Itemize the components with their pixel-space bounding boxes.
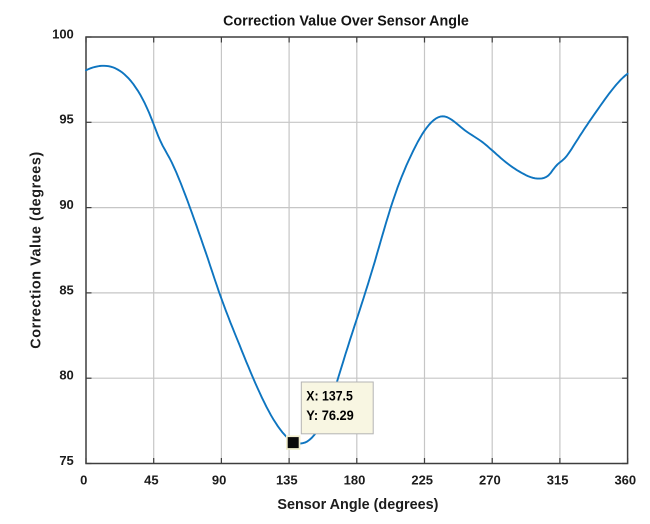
svg-text:X: 137.5: X: 137.5	[306, 388, 353, 404]
svg-text:95: 95	[59, 112, 73, 127]
svg-text:360: 360	[614, 473, 636, 488]
svg-text:180: 180	[344, 473, 366, 488]
svg-text:Y: 76.29: Y: 76.29	[306, 407, 354, 423]
svg-text:85: 85	[59, 282, 73, 297]
svg-text:80: 80	[59, 368, 73, 383]
svg-text:Correction Value (degrees): Correction Value (degrees)	[28, 151, 44, 348]
svg-text:90: 90	[212, 473, 226, 488]
svg-text:135: 135	[276, 473, 298, 488]
svg-text:100: 100	[52, 26, 74, 41]
svg-text:90: 90	[59, 197, 73, 212]
svg-text:45: 45	[144, 473, 158, 488]
svg-text:75: 75	[59, 453, 73, 468]
svg-text:315: 315	[547, 473, 569, 488]
svg-text:225: 225	[411, 473, 433, 488]
svg-text:0: 0	[80, 473, 87, 488]
svg-text:270: 270	[479, 473, 501, 488]
svg-text:Correction Value Over Sensor A: Correction Value Over Sensor Angle	[223, 14, 469, 30]
svg-text:Sensor Angle (degrees): Sensor Angle (degrees)	[277, 497, 438, 513]
